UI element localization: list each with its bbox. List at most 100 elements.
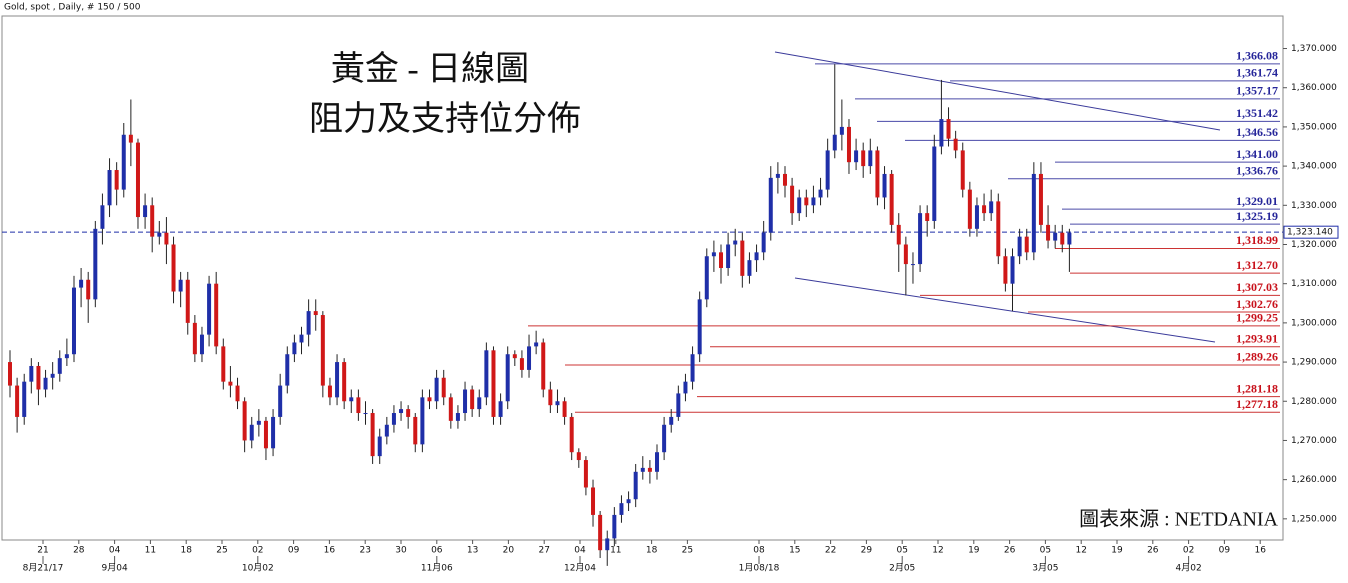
- level-label: 1,336.76: [1236, 164, 1278, 178]
- candle-body: [71, 287, 76, 355]
- candle-body: [1010, 256, 1015, 284]
- level-label: 1,357.17: [1236, 84, 1278, 98]
- candle-body: [292, 342, 297, 355]
- chart-title: 黃金 - 日線圖: [331, 50, 529, 88]
- x-tick-label: 18: [180, 546, 192, 556]
- candle-body: [199, 334, 204, 355]
- candle-body: [711, 252, 716, 257]
- y-tick-label: 1,290.000: [1291, 358, 1337, 368]
- candle-body: [690, 354, 695, 382]
- level-label: 1,299.25: [1236, 311, 1278, 325]
- x-tick-label: 11: [145, 546, 156, 556]
- candle-body: [733, 240, 738, 245]
- candle-body: [932, 146, 937, 221]
- x-tick-label: 26: [1004, 546, 1016, 556]
- candle-body: [420, 397, 425, 445]
- x-tick-label: 02: [1183, 546, 1194, 556]
- x-tick-label: 20: [503, 546, 515, 556]
- y-tick-label: 1,260.000: [1291, 475, 1337, 485]
- candle-body: [15, 385, 20, 417]
- candle-body: [235, 385, 240, 402]
- x-tick-label: 19: [1111, 546, 1123, 556]
- candle-body: [335, 362, 340, 398]
- candle-body: [832, 134, 837, 151]
- candle-body: [719, 252, 723, 269]
- candle-body: [86, 279, 91, 300]
- y-tick-label: 1,280.000: [1291, 397, 1337, 407]
- x-tick-label: 22: [825, 546, 836, 556]
- candle-body: [903, 244, 908, 265]
- y-tick-label: 1,330.000: [1291, 201, 1337, 211]
- candle-body: [1003, 256, 1008, 284]
- candle-body: [889, 173, 894, 225]
- candle-body: [647, 467, 652, 472]
- x-tick-label: 13: [467, 546, 478, 556]
- candle-body: [263, 420, 268, 449]
- candle-body: [555, 401, 560, 406]
- level-label: 1,281.18: [1236, 381, 1278, 395]
- candle-body: [157, 232, 162, 237]
- candle-body: [299, 334, 304, 343]
- candle-body: [1038, 173, 1043, 225]
- x-tick-label: 04: [574, 546, 586, 556]
- candle-body: [1053, 232, 1058, 241]
- x-tick-label: 09: [1219, 546, 1231, 556]
- candle-body: [967, 189, 972, 229]
- month-label: 8月21/17: [23, 563, 64, 574]
- plot-frame: [1, 15, 1284, 541]
- candle-body: [313, 311, 318, 316]
- candle-body: [910, 264, 915, 266]
- x-tick-label: 12: [1075, 546, 1086, 556]
- candle-body: [192, 322, 197, 355]
- candle-body: [953, 138, 958, 151]
- candle-body: [576, 452, 581, 461]
- chart-subtitle: 阻力及支持位分佈: [309, 100, 581, 138]
- month-label: 4月02: [1176, 563, 1202, 574]
- level-label: 1,341.00: [1236, 147, 1278, 161]
- candle-body: [427, 397, 432, 402]
- month-label: 11月06: [421, 563, 453, 574]
- y-tick-label: 1,360.000: [1291, 83, 1337, 93]
- level-label: 1,329.01: [1236, 194, 1278, 208]
- candle-body: [384, 424, 389, 437]
- y-tick-label: 1,250.000: [1291, 514, 1337, 524]
- candle-body: [562, 401, 567, 417]
- candle-body: [64, 354, 69, 359]
- candle-body: [178, 279, 183, 292]
- candle-body: [569, 416, 574, 453]
- candle-body: [676, 393, 681, 417]
- candle-body: [285, 354, 290, 386]
- candle-body: [207, 283, 212, 335]
- candle-body: [249, 424, 254, 441]
- candle-body: [811, 197, 816, 206]
- x-tick-label: 16: [324, 546, 336, 556]
- candle-body: [882, 173, 887, 198]
- x-tick-label: 23: [359, 546, 370, 556]
- candle-body: [477, 397, 482, 410]
- candle-body: [697, 299, 702, 355]
- x-tick-label: 28: [73, 546, 85, 556]
- candle-body: [406, 409, 411, 417]
- candle-body: [583, 460, 588, 488]
- candle-body: [448, 397, 453, 421]
- candle-body: [1046, 224, 1051, 241]
- candle-body: [434, 377, 439, 402]
- candle-body: [1060, 232, 1065, 245]
- x-tick-label: 02: [252, 546, 263, 556]
- candle-body: [960, 150, 965, 190]
- candle-body: [747, 260, 752, 276]
- source: 圖表來源 : NETDANIA: [1079, 508, 1278, 531]
- candle-body: [128, 134, 133, 143]
- x-tick-label: 11: [610, 546, 621, 556]
- candle-body: [306, 311, 311, 335]
- candle-body: [107, 170, 112, 206]
- candle-body: [121, 134, 126, 190]
- level-label: 1,366.08: [1236, 49, 1278, 63]
- candle-body: [612, 514, 617, 539]
- candle-body: [271, 416, 276, 449]
- candle-body: [605, 538, 610, 551]
- level-label: 1,351.42: [1236, 106, 1278, 120]
- candle-body: [43, 377, 48, 390]
